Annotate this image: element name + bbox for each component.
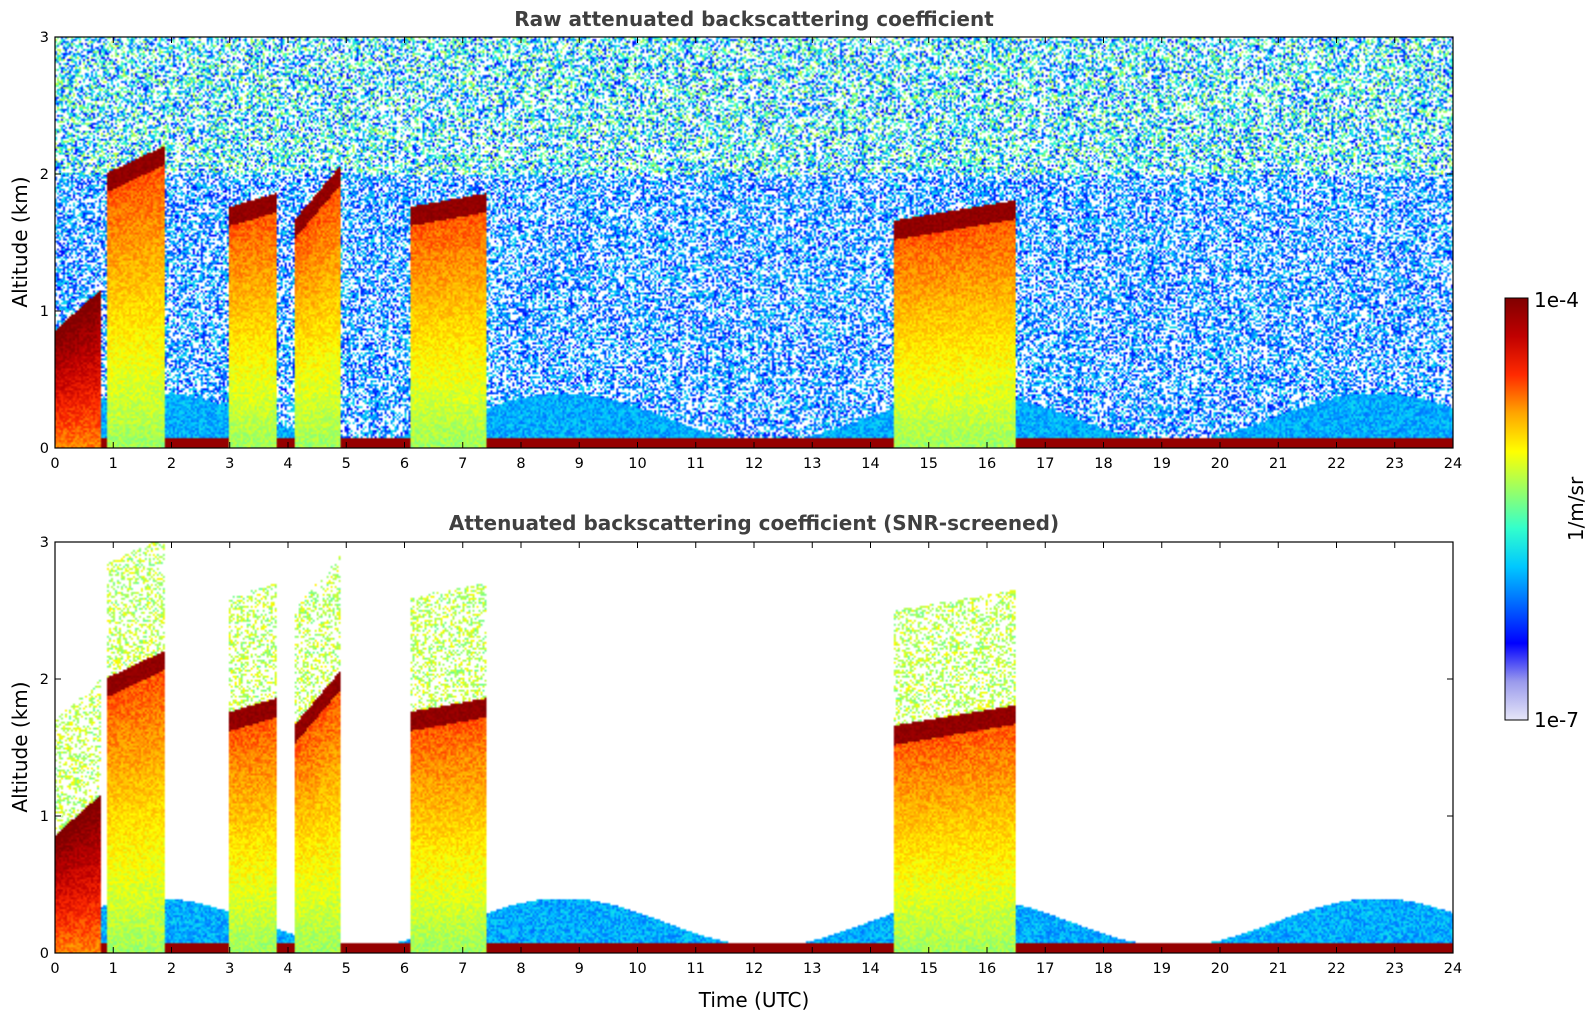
screened-x-tick-label: 1 — [109, 961, 118, 977]
raw-y-tick-label: 0 — [40, 441, 49, 457]
screened-x-tick-label: 15 — [920, 961, 938, 977]
x-axis-label: Time (UTC) — [698, 988, 810, 1012]
screened-x-tick-label: 17 — [1036, 961, 1054, 977]
screened-x-tick-label: 22 — [1327, 961, 1345, 977]
raw-x-tick-label: 13 — [803, 456, 821, 472]
screened-x-tick-label: 18 — [1094, 961, 1112, 977]
raw-x-tick-label: 10 — [628, 456, 646, 472]
raw-y-tick-label: 3 — [40, 30, 49, 46]
raw-heatmap-image — [55, 37, 1453, 448]
raw-x-tick-label: 23 — [1386, 456, 1404, 472]
screened-x-tick-label: 20 — [1211, 961, 1229, 977]
raw-x-tick-label: 21 — [1269, 456, 1287, 472]
raw-x-tick-label: 15 — [920, 456, 938, 472]
screened-x-tick-label: 5 — [342, 961, 351, 977]
colorbar-gradient — [1504, 297, 1529, 721]
raw-x-tick-label: 6 — [400, 456, 409, 472]
screened-x-tick-label: 16 — [978, 961, 996, 977]
raw-y-tick-label: 1 — [40, 304, 49, 320]
screened-x-tick-label: 11 — [687, 961, 705, 977]
screened-y-tick-label: 3 — [40, 535, 49, 551]
raw-x-axis: 0 1 2 3 4 5 6 7 8 9 10 11 12 13 14 15 16 17 18 19 20 21 22 23 24 — [50, 37, 1462, 472]
raw-x-tick-label: 4 — [283, 456, 292, 472]
screened-y-axis: 0 1 2 3 — [40, 535, 1453, 962]
screened-x-tick-label: 13 — [803, 961, 821, 977]
raw-x-tick-label: 11 — [687, 456, 705, 472]
raw-x-tick-label: 17 — [1036, 456, 1054, 472]
raw-x-tick-label: 19 — [1153, 456, 1171, 472]
screened-x-tick-label: 9 — [575, 961, 584, 977]
colorbar: 1e-4 1e-7 1/m/sr — [1504, 288, 1588, 732]
screened-backscatter-panel: Attenuated backscattering coefficient (S… — [8, 511, 1462, 1012]
colorbar-unit-label: 1/m/sr — [1564, 476, 1588, 541]
raw-x-tick-label: 7 — [458, 456, 467, 472]
screened-y-axis-label: Altitude (km) — [8, 681, 32, 812]
screened-x-tick-label: 8 — [516, 961, 525, 977]
raw-panel-title: Raw attenuated backscattering coefficien… — [514, 7, 994, 31]
raw-x-tick-label: 18 — [1094, 456, 1112, 472]
screened-x-tick-label: 10 — [628, 961, 646, 977]
raw-x-tick-label: 22 — [1327, 456, 1345, 472]
raw-backscatter-panel: Raw attenuated backscattering coefficien… — [8, 7, 1462, 472]
screened-x-tick-label: 0 — [50, 961, 59, 977]
colorbar-max-label: 1e-4 — [1534, 288, 1579, 312]
screened-x-tick-label: 2 — [167, 961, 176, 977]
raw-x-tick-label: 0 — [50, 456, 59, 472]
screened-x-tick-label: 19 — [1153, 961, 1171, 977]
raw-x-tick-label: 5 — [342, 456, 351, 472]
screened-x-tick-label: 21 — [1269, 961, 1287, 977]
raw-x-tick-label: 24 — [1444, 456, 1462, 472]
raw-x-tick-label: 12 — [745, 456, 763, 472]
raw-x-tick-label: 9 — [575, 456, 584, 472]
screened-x-tick-label: 12 — [745, 961, 763, 977]
screened-x-tick-label: 23 — [1386, 961, 1404, 977]
raw-x-tick-label: 3 — [225, 456, 234, 472]
raw-x-tick-label: 1 — [109, 456, 118, 472]
screened-x-tick-label: 4 — [283, 961, 292, 977]
raw-y-tick-label: 2 — [40, 167, 49, 183]
screened-x-tick-label: 14 — [861, 961, 879, 977]
screened-x-tick-label: 24 — [1444, 961, 1462, 977]
screened-x-tick-label: 3 — [225, 961, 234, 977]
screened-x-tick-label: 7 — [458, 961, 467, 977]
raw-x-tick-label: 20 — [1211, 456, 1229, 472]
screened-heatmap-image — [55, 542, 1453, 953]
colorbar-min-label: 1e-7 — [1534, 708, 1579, 732]
raw-x-tick-label: 2 — [167, 456, 176, 472]
screened-x-tick-label: 6 — [400, 961, 409, 977]
raw-y-axis: 0 1 2 3 — [40, 30, 1453, 457]
raw-y-axis-label: Altitude (km) — [8, 176, 32, 307]
screened-y-tick-label: 2 — [40, 672, 49, 688]
screened-x-axis: 0 1 2 3 4 5 6 7 8 9 10 11 12 13 14 15 16 17 18 19 20 21 22 23 24 — [50, 542, 1462, 977]
screened-panel-title: Attenuated backscattering coefficient (S… — [449, 511, 1059, 535]
raw-x-tick-label: 16 — [978, 456, 996, 472]
raw-x-tick-label: 14 — [861, 456, 879, 472]
raw-x-tick-label: 8 — [516, 456, 525, 472]
screened-y-tick-label: 0 — [40, 946, 49, 962]
screened-y-tick-label: 1 — [40, 809, 49, 825]
